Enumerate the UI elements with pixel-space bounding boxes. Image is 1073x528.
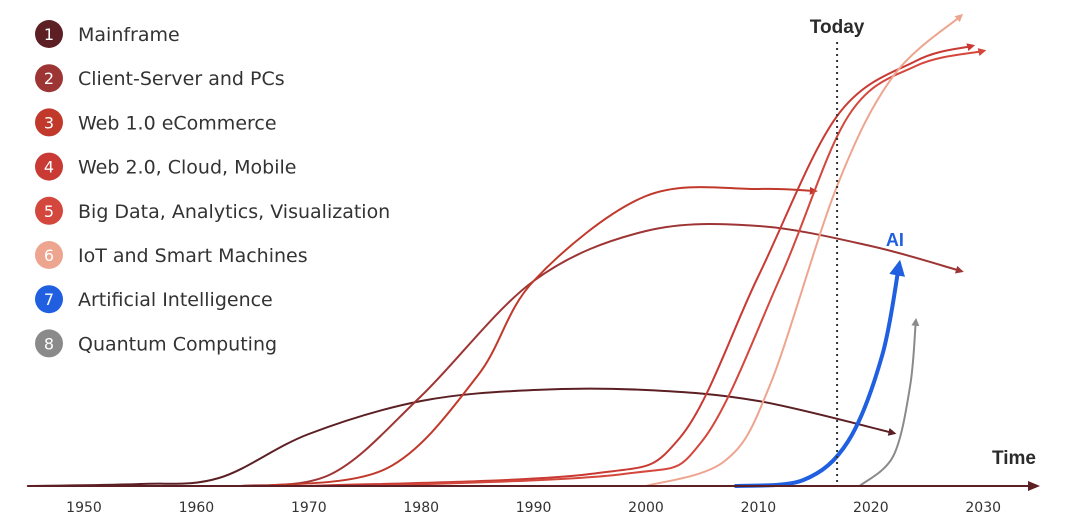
legend-item-web-1-0-ecommerce: 3 Web 1.0 eCommerce bbox=[35, 108, 277, 137]
legend: 1 Mainframe 2 Client-Server and PCs 3 Web 1.0… bbox=[35, 20, 390, 358]
series-line-big-data-analytics-visualization bbox=[364, 48, 987, 487]
x-tick-label: 1960 bbox=[179, 500, 215, 516]
legend-number: 6 bbox=[44, 246, 54, 265]
legend-badge bbox=[35, 20, 63, 48]
legend-label: Client-Server and PCs bbox=[78, 68, 285, 90]
legend-number: 1 bbox=[44, 25, 54, 44]
legend-item-big-data-analytics-visualization: 5 Big Data, Analytics, Visualization bbox=[35, 196, 390, 225]
legend-number: 2 bbox=[44, 69, 54, 88]
x-tick-label: 2030 bbox=[965, 500, 1001, 516]
series-line-artificial-intelligence bbox=[733, 259, 906, 488]
legend-badge bbox=[35, 241, 63, 269]
legend-number: 3 bbox=[44, 113, 54, 132]
series-line-iot-and-smart-machines bbox=[645, 13, 964, 487]
series-line-web-2-0-cloud-mobile bbox=[307, 43, 976, 487]
x-tick-label: 2020 bbox=[853, 500, 889, 516]
legend-label: Mainframe bbox=[78, 24, 180, 46]
legend-badge bbox=[35, 329, 63, 358]
legend-label: Artificial Intelligence bbox=[78, 289, 273, 311]
legend-item-iot-and-smart-machines: 6 IoT and Smart Machines bbox=[35, 241, 308, 269]
x-tick-label: 2010 bbox=[741, 500, 777, 516]
legend-item-quantum-computing: 8 Quantum Computing bbox=[35, 329, 277, 358]
series-line-web-1-0-ecommerce bbox=[262, 186, 818, 487]
legend-number: 8 bbox=[44, 334, 54, 353]
legend-number: 5 bbox=[44, 202, 54, 221]
x-tick-label: 1950 bbox=[66, 500, 102, 516]
legend-label: Web 1.0 eCommerce bbox=[78, 112, 277, 134]
series-line-quantum-computing bbox=[858, 317, 920, 487]
legend-item-mainframe: 1 Mainframe bbox=[35, 20, 180, 48]
x-axis: 1950 1960 1970 1980 1990 2000 2010 2020 2030 bbox=[34, 481, 1040, 516]
legend-number: 4 bbox=[44, 158, 54, 177]
legend-item-client-server-and-pcs: 2 Client-Server and PCs bbox=[35, 64, 285, 93]
today-label: Today bbox=[810, 17, 865, 38]
x-tick-label: 1980 bbox=[403, 500, 439, 516]
series-lines: AI bbox=[26, 13, 987, 488]
legend-label: Web 2.0, Cloud, Mobile bbox=[78, 157, 296, 179]
legend-badge bbox=[35, 64, 63, 93]
x-tick-label: 1990 bbox=[516, 500, 552, 516]
legend-item-web-2-0-cloud-mobile: 4 Web 2.0, Cloud, Mobile bbox=[35, 152, 296, 181]
legend-item-artificial-intelligence: 7 Artificial Intelligence bbox=[35, 285, 273, 314]
legend-badge bbox=[35, 285, 63, 314]
legend-label: Quantum Computing bbox=[78, 333, 277, 355]
x-axis-title: Time bbox=[992, 448, 1036, 469]
series-line-client-server-and-pcs bbox=[240, 223, 964, 487]
legend-badge bbox=[35, 152, 63, 181]
legend-label: Big Data, Analytics, Visualization bbox=[78, 201, 390, 223]
series-label-ai: AI bbox=[886, 230, 904, 250]
x-tick-label: 2000 bbox=[628, 500, 664, 516]
legend-label: IoT and Smart Machines bbox=[78, 245, 308, 267]
legend-badge bbox=[35, 196, 63, 225]
legend-number: 7 bbox=[44, 290, 54, 309]
x-tick-label: 1970 bbox=[291, 500, 327, 516]
legend-badge bbox=[35, 108, 63, 137]
x-axis-arrowhead bbox=[1028, 481, 1040, 491]
series-line-mainframe bbox=[26, 387, 897, 487]
